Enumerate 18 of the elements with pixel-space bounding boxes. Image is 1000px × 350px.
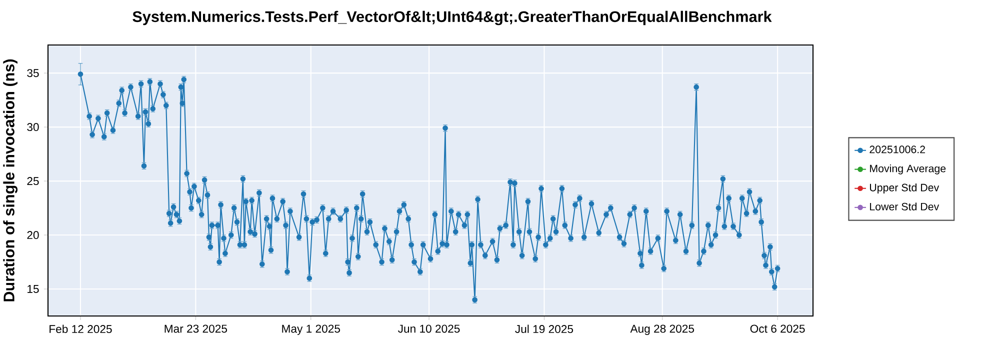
x-tick-label: Aug 28 2025 <box>630 324 694 335</box>
x-tick-label: May 1 2025 <box>282 324 340 335</box>
y-tick-label: 30 <box>27 123 39 132</box>
y-axis-title: Duration of single invocation (ns) <box>3 59 18 302</box>
x-tick-label: Feb 12 2025 <box>50 324 112 334</box>
x-tick-label: Jul 19 2025 <box>515 324 574 334</box>
legend-label: 20251006.2 <box>870 146 925 154</box>
y-tick-label: 20 <box>27 231 39 240</box>
x-tick-label: Oct 6 2025 <box>750 324 805 333</box>
legend-label: Lower Std Dev <box>870 202 940 210</box>
legend-label: Moving Average <box>870 164 946 174</box>
chart-title: System.Numerics.Tests.Perf_VectorOf&lt;UInt64&gt;.GreaterThanOrEqualAllBenchmark <box>132 10 772 26</box>
x-tick-label: Jun 10 2025 <box>398 324 460 333</box>
x-tick-label: Mar 23 2025 <box>164 324 228 333</box>
legend-label: Upper Std Dev <box>870 184 940 194</box>
y-tick-label: 25 <box>27 177 39 186</box>
y-tick-label: 35 <box>27 69 39 78</box>
y-tick-label: 15 <box>28 285 39 293</box>
